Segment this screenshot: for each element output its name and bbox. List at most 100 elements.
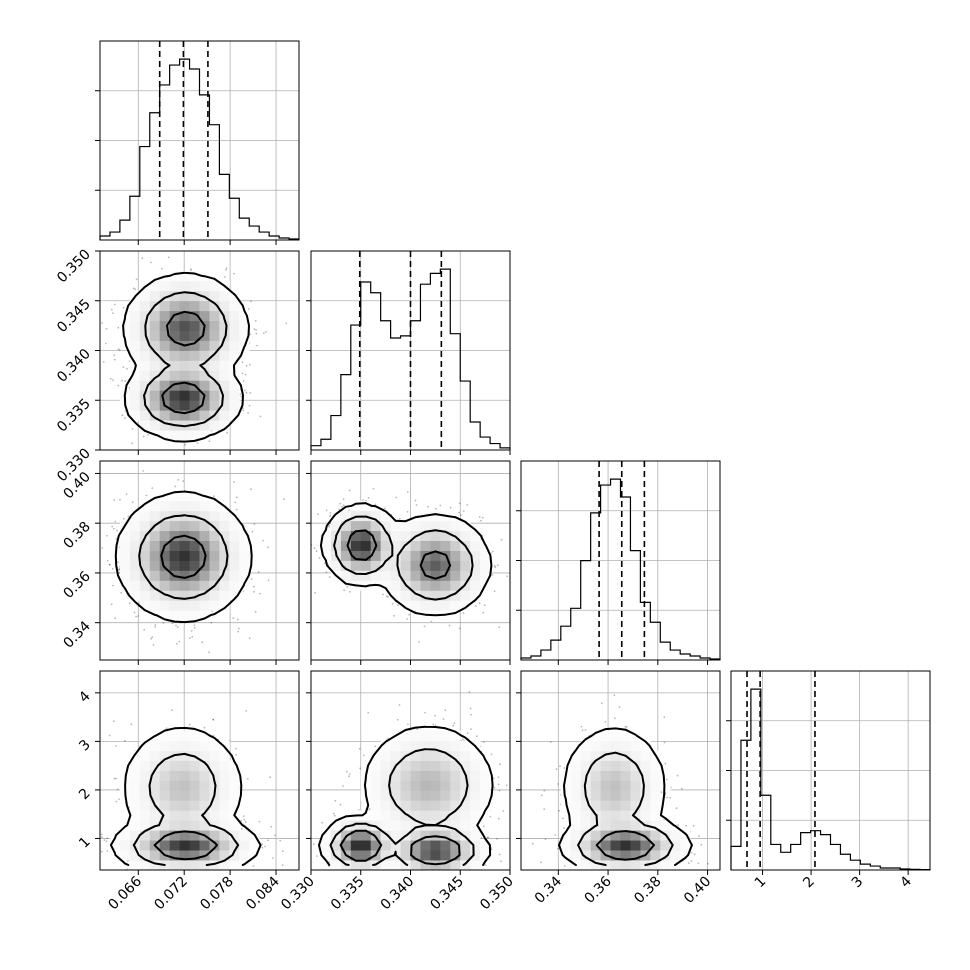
- sample-point: [259, 592, 261, 595]
- density-cell: [139, 350, 151, 361]
- sample-point: [191, 635, 194, 638]
- density-cell: [199, 500, 210, 512]
- sample-point: [423, 625, 426, 628]
- density-cell: [229, 570, 240, 581]
- density-cell: [159, 430, 171, 441]
- density-cell: [169, 590, 180, 601]
- density-cell: [169, 270, 180, 282]
- density-cell: [179, 320, 190, 331]
- density-cell: [189, 540, 200, 551]
- sample-point: [240, 395, 243, 398]
- sample-point: [315, 550, 318, 553]
- sample-point: [150, 637, 153, 640]
- sample-point: [193, 626, 196, 629]
- density-cell: [189, 310, 200, 322]
- density-cell: [229, 560, 240, 571]
- density-cell: [189, 590, 200, 601]
- density-cell: [219, 400, 230, 411]
- density-cell: [189, 360, 200, 371]
- sample-point: [418, 641, 420, 643]
- sample-point: [108, 563, 111, 566]
- density-cell: [179, 500, 190, 512]
- density-cell: [179, 380, 190, 391]
- sample-point: [135, 615, 138, 618]
- density-cell: [169, 290, 180, 302]
- density-cell: [209, 520, 220, 532]
- density-cell: [169, 550, 180, 561]
- sample-point: [189, 637, 191, 639]
- density-cell: [159, 340, 171, 351]
- sample-point: [135, 278, 138, 281]
- density-cell: [169, 280, 180, 292]
- density-cell: [199, 580, 210, 591]
- density-cell: [239, 320, 250, 331]
- sample-point: [478, 516, 481, 518]
- histogram-panel-3: [726, 670, 931, 875]
- density-cell: [229, 580, 240, 591]
- sample-point: [124, 417, 126, 420]
- sample-point: [117, 561, 119, 563]
- density-cell: [169, 610, 180, 621]
- sample-point: [245, 364, 248, 367]
- sample-point: [480, 519, 482, 522]
- density-cell: [209, 510, 220, 522]
- density-cell: [179, 490, 190, 502]
- sample-point: [253, 328, 256, 330]
- sample-point: [481, 516, 484, 519]
- density-cell: [229, 320, 240, 331]
- density-cell: [139, 510, 151, 522]
- panel-frame: [520, 460, 721, 661]
- histogram-panel-1: [306, 250, 511, 455]
- sample-point: [105, 327, 108, 330]
- sample-point: [154, 626, 157, 628]
- sample-point: [122, 307, 125, 309]
- density-cell: [139, 360, 151, 371]
- density-cell: [149, 420, 161, 431]
- sample-point: [196, 442, 199, 444]
- contour-level-1: [138, 514, 229, 600]
- contour-level-2: [122, 271, 250, 443]
- histogram-steps: [310, 268, 511, 450]
- sample-point: [116, 529, 118, 532]
- density-cell: [159, 530, 171, 541]
- sample-point: [244, 373, 247, 376]
- sample-point: [251, 530, 254, 533]
- sample-point: [254, 319, 257, 322]
- sample-point: [201, 641, 204, 644]
- sample-point: [253, 590, 255, 593]
- sample-point: [175, 642, 178, 645]
- density-cell: [179, 290, 190, 302]
- density-cell: [209, 300, 220, 312]
- density-cell: [189, 490, 200, 502]
- sample-point: [341, 505, 343, 508]
- density-cell: [209, 330, 220, 341]
- density-cell: [179, 580, 190, 591]
- panel-frame: [310, 250, 511, 451]
- density-cell: [149, 370, 161, 381]
- sample-point: [213, 495, 215, 497]
- density-cell: [179, 540, 190, 551]
- density-cell: [159, 350, 171, 361]
- density-cell: [159, 320, 171, 331]
- sample-point: [208, 651, 211, 654]
- density-cell: [119, 530, 131, 541]
- density-cell: [229, 550, 240, 561]
- sample-point: [124, 380, 127, 383]
- density-cell: [179, 550, 190, 561]
- density-cell: [169, 400, 180, 411]
- density-cell: [169, 330, 180, 341]
- sample-point: [190, 268, 192, 271]
- sample-point: [210, 621, 213, 624]
- density-cell: [139, 500, 151, 512]
- density-cell: [129, 540, 141, 551]
- sample-point: [208, 440, 211, 442]
- density-cell: [199, 350, 210, 361]
- sample-point: [110, 308, 113, 311]
- contour-level-0: [160, 534, 207, 579]
- density-cell: [139, 420, 151, 431]
- sample-point: [117, 348, 120, 350]
- sample-point: [134, 288, 137, 291]
- sample-point: [506, 575, 509, 578]
- density-cell: [159, 410, 171, 421]
